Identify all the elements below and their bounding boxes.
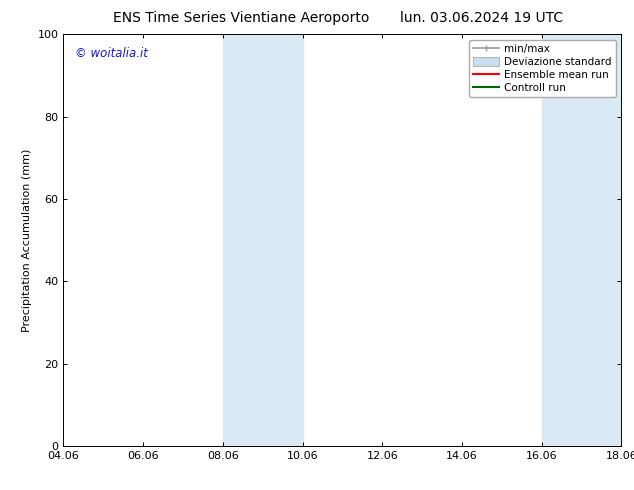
Text: © woitalia.it: © woitalia.it — [75, 47, 148, 60]
Y-axis label: Precipitation Accumulation (mm): Precipitation Accumulation (mm) — [22, 148, 32, 332]
Bar — [223, 34, 302, 446]
Legend: min/max, Deviazione standard, Ensemble mean run, Controll run: min/max, Deviazione standard, Ensemble m… — [469, 40, 616, 97]
Text: lun. 03.06.2024 19 UTC: lun. 03.06.2024 19 UTC — [400, 11, 564, 25]
Bar — [541, 34, 621, 446]
Text: ENS Time Series Vientiane Aeroporto: ENS Time Series Vientiane Aeroporto — [113, 11, 369, 25]
